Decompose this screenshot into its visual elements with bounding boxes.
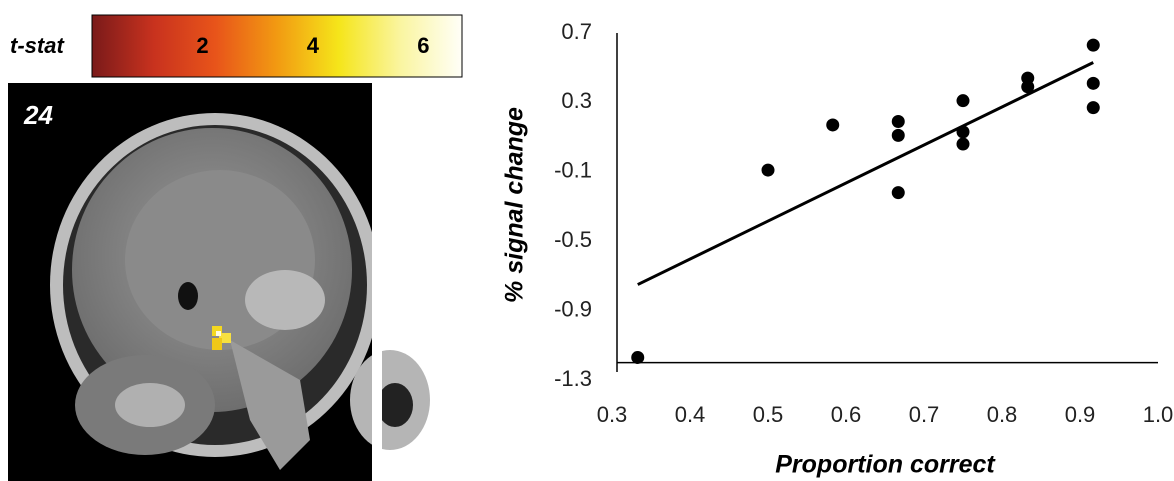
data-point bbox=[957, 94, 970, 107]
colorbar bbox=[92, 15, 462, 77]
y-tick-label: -0.9 bbox=[554, 296, 592, 321]
y-tick-label: 0.3 bbox=[561, 88, 592, 113]
y-tick-label: 0.7 bbox=[561, 19, 592, 44]
brain-image: 24 bbox=[8, 83, 430, 481]
colorbar-tick-label: 6 bbox=[417, 33, 429, 58]
data-point bbox=[826, 118, 839, 131]
trend-line bbox=[638, 62, 1094, 284]
x-axis-title: Proportion correct bbox=[775, 451, 996, 479]
x-tick-label: 1.0 bbox=[1143, 402, 1174, 427]
y-tick-label: -0.1 bbox=[554, 158, 592, 183]
data-point bbox=[892, 115, 905, 128]
data-point bbox=[1087, 39, 1100, 52]
figure: 24 t-stat2460.70.3-0.1-0.5-0.9-1.30.30.4… bbox=[0, 0, 1174, 481]
slice-label: 24 bbox=[23, 100, 53, 130]
page: 24 t-stat2460.70.3-0.1-0.5-0.9-1.30.30.4… bbox=[0, 0, 1174, 481]
x-tick-label: 0.8 bbox=[987, 402, 1018, 427]
x-tick-label: 0.5 bbox=[753, 402, 784, 427]
data-point bbox=[631, 351, 644, 364]
data-point bbox=[892, 129, 905, 142]
data-point bbox=[957, 125, 970, 138]
data-point bbox=[762, 164, 775, 177]
y-tick-label: -1.3 bbox=[554, 366, 592, 391]
x-tick-label: 0.7 bbox=[909, 402, 940, 427]
data-point bbox=[892, 186, 905, 199]
data-point bbox=[1087, 101, 1100, 114]
colorbar-tick-label: 2 bbox=[196, 33, 208, 58]
data-point bbox=[1021, 80, 1034, 93]
colorbar-title: t-stat bbox=[10, 33, 65, 58]
x-tick-label: 0.3 bbox=[597, 402, 628, 427]
colorbar-tick-label: 4 bbox=[307, 33, 320, 58]
x-tick-label: 0.4 bbox=[675, 402, 706, 427]
y-tick-label: -0.5 bbox=[554, 227, 592, 252]
data-point bbox=[1087, 77, 1100, 90]
x-tick-label: 0.6 bbox=[831, 402, 862, 427]
x-tick-label: 0.9 bbox=[1065, 402, 1096, 427]
y-axis-title: % signal change bbox=[501, 107, 529, 303]
data-point bbox=[957, 138, 970, 151]
